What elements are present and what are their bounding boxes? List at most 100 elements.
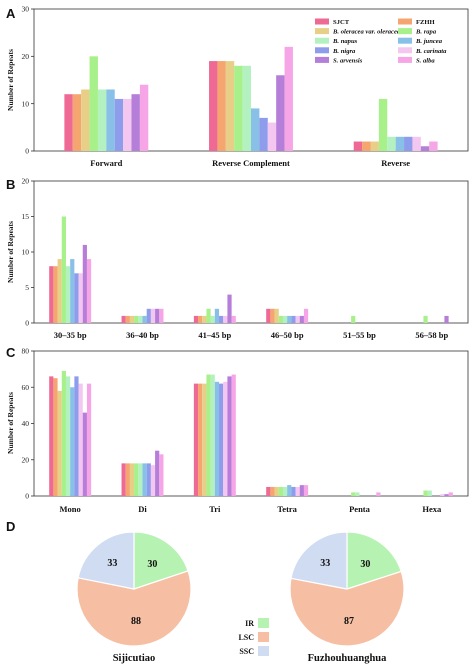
pie-slice-fuzhouhuanghua-ssc (290, 531, 348, 590)
bar-tri-b-rapa (206, 374, 211, 496)
bar-mono-b-juncea (70, 387, 75, 496)
bar-forward-sjct (64, 94, 73, 151)
y-tick-label: 5 (25, 283, 29, 292)
category-label-36-40-bp: 36–40 bp (126, 330, 159, 340)
panel-label-b: B (6, 177, 15, 192)
legend-label-b-nigra: B. nigra (332, 48, 356, 55)
category-label-reverse: Reverse (381, 158, 410, 168)
bar-chart-ssr-types: 0 20 40 60 80 Number of Repeats Mono Di Tri Tetra… (6, 347, 469, 514)
bar-mono-s-alba (86, 383, 92, 496)
bar-46-50-bp-s-alba (303, 308, 309, 323)
pie-legend-swatch-lsc (258, 632, 269, 642)
bar-mono-s-arvensis (82, 412, 87, 496)
y-tick-label: 0 (25, 492, 29, 501)
bar-46-50-bp-sjct (266, 308, 271, 323)
bar-forward-fzhh (72, 94, 82, 151)
bar-30-35-bp-sjct (49, 266, 54, 323)
bar-mono-b-carinata (78, 383, 83, 496)
pie-charts-region-distribution: 30 88 33 Sijicutiao 30 87 33 Fuzhouhuanghua IR LS… (76, 531, 405, 664)
bar-hexa-s-arvensis (444, 494, 449, 496)
bar-hexa-b-napus (427, 490, 432, 496)
bar-tri-fzhh (198, 383, 203, 496)
bar-46-50-bp-b-rapa (278, 315, 283, 323)
legend-swatch-b-napus (315, 37, 329, 44)
bar-30-35-bp-b-napus (65, 266, 71, 323)
bar-tri-b-carinata (223, 381, 228, 496)
bar-30-35-bp-fzhh (53, 266, 58, 323)
bar-reverse-b-napus (387, 136, 396, 151)
bar-forward-b-oleracea-var-oleracea (81, 89, 90, 151)
category-label-46-50-bp: 46–50 bp (271, 330, 304, 340)
bar-36-40-bp-b-napus (138, 315, 143, 323)
bar-36-40-bp-b-oleracea-var-oleracea (129, 315, 135, 323)
legend-label-s-arvensis: S. arvensis (333, 57, 363, 64)
legend-swatch-b-nigra (315, 47, 329, 54)
bar-41-45-bp-s-alba (231, 315, 236, 323)
bar-tetra-sjct (266, 486, 271, 496)
bar-41-45-bp-b-nigra (219, 315, 224, 323)
y-tick-label: 0 (25, 147, 29, 156)
pie-value-sijicutiao-ssc: 33 (107, 558, 117, 569)
bar-tetra-b-oleracea-var-oleracea (274, 486, 279, 496)
bar-tri-s-arvensis (227, 376, 232, 496)
bar-41-45-bp-b-rapa (206, 308, 211, 323)
bar-reverse-complement-b-oleracea-var-oleracea (225, 61, 235, 151)
pie-legend-swatch-ir (258, 618, 269, 628)
pie-slice-sijicutiao-ir (133, 531, 189, 590)
bar-tetra-s-arvensis (299, 485, 304, 496)
y-tick-label: 20 (22, 455, 30, 464)
bar-hexa-b-carinata (440, 494, 445, 496)
bar-reverse-b-carinata (412, 136, 421, 151)
bar-mono-b-napus (65, 376, 71, 496)
bar-di-b-nigra (146, 463, 151, 496)
y-tick-label: 20 (22, 177, 30, 186)
y-tick-label: 20 (22, 52, 30, 61)
bar-46-50-bp-b-oleracea-var-oleracea (274, 308, 279, 323)
bar-36-40-bp-b-carinata (150, 308, 156, 323)
pie-legend-swatch-ssc (258, 646, 269, 656)
bar-46-50-bp-b-napus (282, 315, 288, 323)
bar-mono-b-oleracea-var-oleracea (57, 390, 62, 496)
bar-41-45-bp-sjct (193, 315, 199, 323)
bar-di-sjct (121, 463, 126, 496)
bar-30-35-bp-b-nigra (74, 273, 79, 323)
bar-tri-b-nigra (219, 383, 224, 496)
bar-tetra-b-juncea (287, 485, 292, 496)
category-label-reverse-complement: Reverse Complement (212, 158, 290, 168)
legend-swatch-fzhh (398, 18, 412, 25)
bar-reverse-s-alba (429, 141, 438, 151)
legend-swatch-s-arvensis (315, 56, 329, 63)
category-label-tri: Tri (209, 504, 221, 514)
plot-frame (33, 180, 469, 324)
bar-di-b-oleracea-var-oleracea (129, 463, 135, 496)
bar-56-58-bp-b-rapa (423, 315, 428, 323)
legend-swatch-s-alba (398, 56, 412, 63)
bar-reverse-complement-b-napus (242, 65, 251, 151)
bar-chart-repeat-types: 0 10 20 30 Number of Repeats Forward Reverse C… (6, 5, 469, 168)
bar-chart-repeat-lengths: 0 5 10 15 20 Number of Repeats 30–35 bp 36–40 b… (6, 177, 469, 340)
pie-legend-label-ssc: SSC (239, 647, 254, 656)
pie-value-fuzhouhuanghua-ssc: 33 (320, 558, 330, 569)
category-label-56-58-bp: 56–58 bp (415, 330, 448, 340)
bar-tri-b-napus (210, 374, 215, 496)
legend-swatch-sjct (315, 18, 329, 25)
panel-label-a: A (6, 6, 16, 21)
bar-tetra-b-carinata (295, 486, 300, 496)
bar-tetra-b-rapa (278, 486, 283, 496)
y-tick-label: 0 (25, 319, 29, 328)
bar-tri-s-alba (231, 374, 236, 496)
legend-swatch-b-oleracea-var-oleracea (315, 28, 329, 35)
bar-penta-s-alba (376, 492, 381, 496)
category-label-di: Di (138, 504, 147, 514)
legend-label-s-alba: S. alba (416, 57, 435, 64)
bar-reverse-complement-b-rapa (234, 65, 243, 151)
panel-label-d: D (6, 519, 15, 534)
bar-36-40-bp-s-alba (159, 308, 164, 323)
pie-slice-fuzhouhuanghua-lsc (289, 570, 405, 647)
y-tick-label: 10 (22, 248, 30, 257)
y-tick-label: 60 (22, 383, 30, 392)
bar-di-b-carinata (150, 465, 156, 496)
legend-swatch-b-rapa (398, 28, 412, 35)
pie-value-sijicutiao-ir: 30 (147, 559, 157, 570)
y-axis-label: Number of Repeats (6, 49, 15, 111)
